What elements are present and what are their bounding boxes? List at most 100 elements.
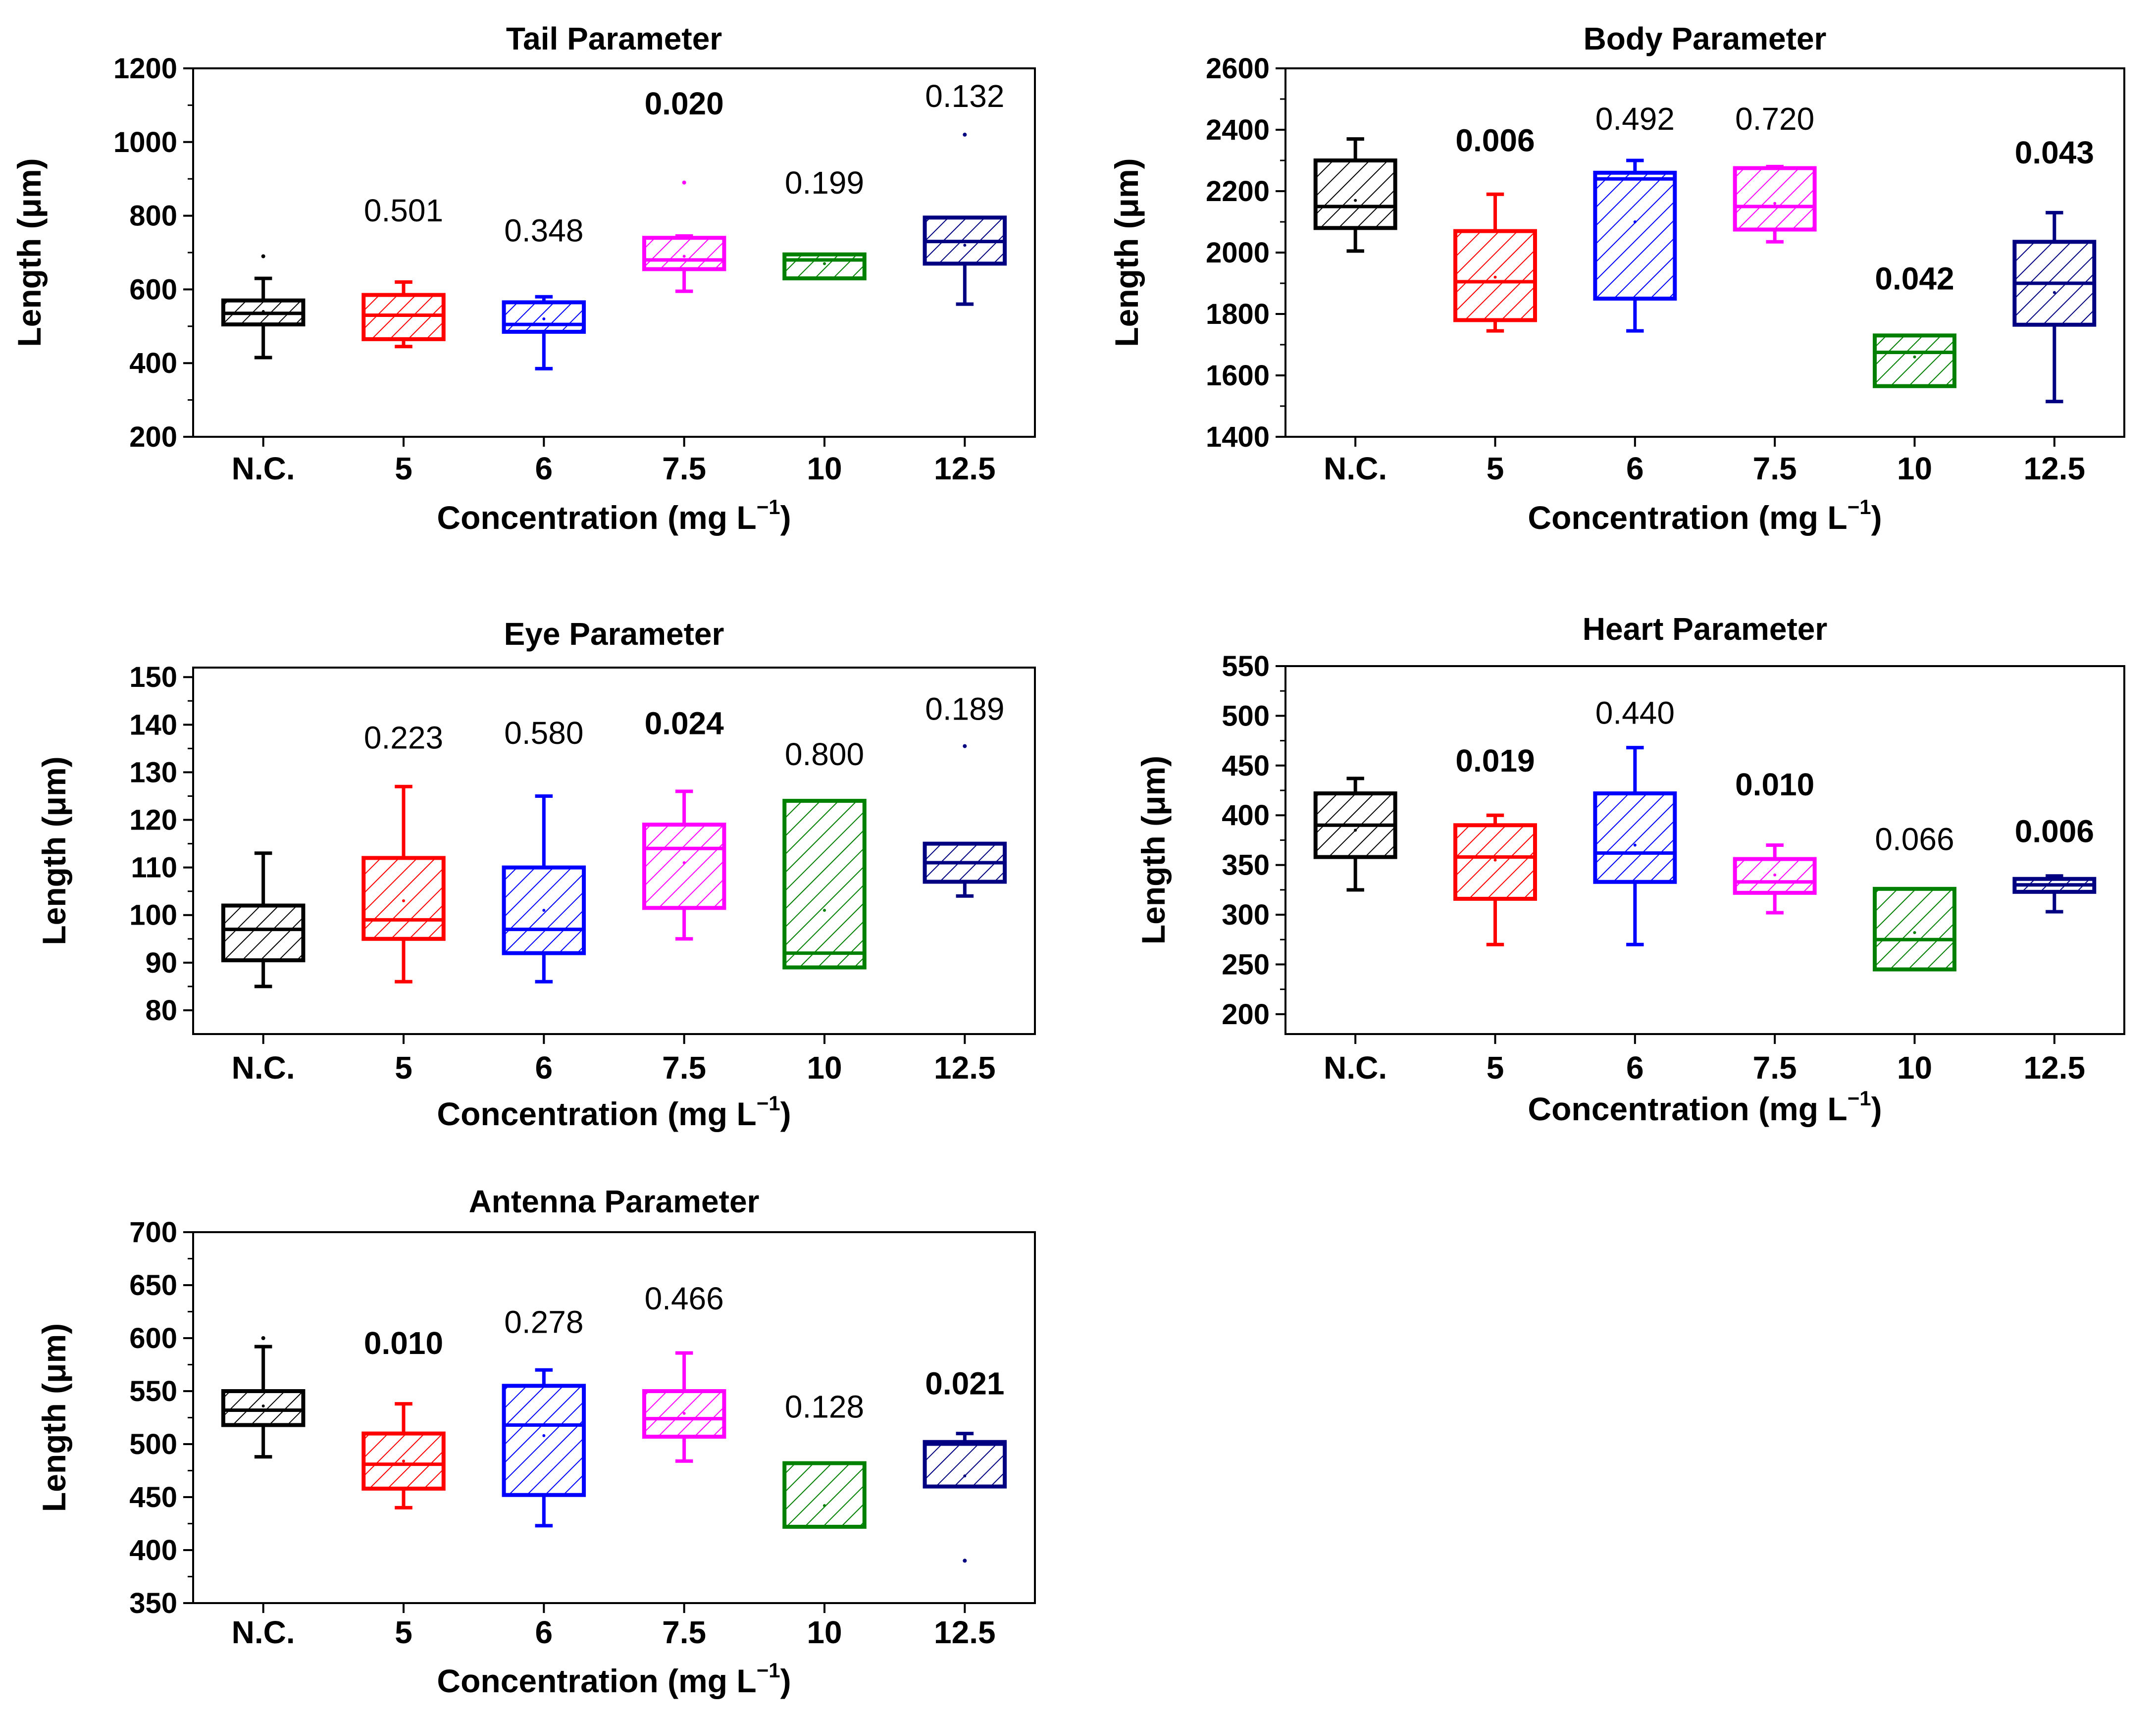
chart-body: Body Parameter 1400 1600 1800 2000 2200 2400 26… [1108, 21, 2125, 536]
box-antenna-3 [642, 1351, 726, 1463]
p-value-label: 0.720 [1735, 101, 1814, 137]
box-heart-2 [1593, 746, 1677, 946]
mean-marker [1633, 843, 1637, 847]
y-axis-label: Length (μm) [1135, 756, 1172, 944]
y-tick-label: 2200 [1206, 175, 1270, 208]
y-axis-label: Length (μm) [36, 1323, 72, 1512]
box-antenna-5 [923, 1432, 1007, 1563]
mean-marker [963, 861, 967, 865]
box-fill [924, 1442, 1005, 1487]
mean-marker [1773, 873, 1777, 877]
y-tick-label: 500 [129, 1428, 177, 1460]
y-tick-label: 200 [129, 421, 177, 453]
y-tick-label: 700 [129, 1216, 177, 1248]
mean-marker [682, 861, 686, 865]
y-tick-label: 600 [129, 1322, 177, 1354]
outlier-point [963, 132, 967, 137]
y-tick-label: 1000 [113, 126, 177, 158]
box-heart-1 [1453, 813, 1537, 946]
mean-marker [542, 317, 546, 320]
box-fill [223, 905, 304, 961]
y-axis-label: Length (μm) [1108, 158, 1145, 347]
y-tick-label: 300 [1222, 899, 1270, 931]
box-heart-3 [1733, 843, 1817, 915]
x-tick-label: N.C. [1324, 451, 1387, 486]
x-tick-label: 6 [535, 1050, 553, 1086]
x-tick-label: 6 [535, 1614, 553, 1650]
box-fill [504, 302, 584, 332]
p-value-label: 0.466 [645, 1281, 724, 1316]
box-outline [782, 799, 867, 970]
y-tick-label: 2400 [1206, 114, 1270, 146]
y-tick-label: 400 [129, 1534, 177, 1566]
y-tick-label: 130 [129, 756, 177, 788]
mean-marker [823, 1504, 826, 1508]
chart-antenna: Antenna Parameter 350 400 450 500 550 600 650 70… [36, 1184, 1036, 1699]
plot-frame [1284, 67, 2125, 438]
box-tail-5 [923, 132, 1007, 306]
box-outline [642, 823, 726, 910]
box-heart-5 [2012, 874, 2097, 914]
mean-marker [1493, 858, 1497, 862]
x-tick-label: 5 [395, 1614, 412, 1650]
p-value-label: 0.199 [785, 165, 864, 201]
x-tick-label: 12.5 [934, 1050, 996, 1086]
box-fill [1595, 172, 1675, 299]
box-body-2 [1593, 158, 1677, 333]
box-fill [504, 1386, 584, 1495]
box-outline [1873, 333, 1956, 388]
chart-title: Antenna Parameter [469, 1184, 760, 1219]
x-axis-label: Concentration (mg L−1) [437, 1092, 791, 1132]
plot-frame [192, 667, 1036, 1035]
box-fill [223, 1391, 304, 1425]
chart-title: Eye Parameter [504, 616, 724, 652]
x-axis-label-end: ) [1871, 499, 1882, 536]
box-fill [1735, 168, 1815, 230]
p-value-label: 0.010 [364, 1325, 443, 1361]
y-tick-label: 90 [145, 947, 177, 979]
p-value-label: 0.021 [925, 1365, 1004, 1401]
box-outline [502, 1384, 586, 1497]
y-tick-label: 250 [1222, 948, 1270, 981]
y-tick-label: 400 [129, 347, 177, 379]
outlier-point [261, 1336, 265, 1340]
box-outline [1733, 857, 1817, 895]
x-axis-label-superscript: −1 [757, 495, 780, 519]
box-heart-4 [1873, 886, 1956, 972]
outlier-point [963, 744, 967, 748]
box-tail-2 [502, 295, 586, 370]
y-tick-label: 600 [129, 273, 177, 306]
chart-heart: Heart Parameter 200 250 300 350 400 450 500 550 L… [1135, 611, 2125, 1127]
x-axis-label-text: Concentration (mg L [437, 1095, 756, 1132]
box-fill [1875, 888, 1954, 970]
box-outline [361, 856, 446, 941]
x-tick-label: 5 [1487, 1050, 1504, 1086]
box-fill [363, 295, 444, 339]
y-tick-label: 400 [1222, 799, 1270, 832]
box-outline [782, 252, 867, 281]
mean-marker [1773, 202, 1777, 205]
mean-marker [542, 909, 546, 912]
box-heart-0 [1313, 777, 1397, 892]
x-axis-label-text: Concentration (mg L [437, 499, 756, 536]
box-fill [644, 238, 724, 269]
x-tick-label: 12.5 [934, 1614, 996, 1650]
y-tick-label: 350 [1222, 849, 1270, 882]
x-axis-label: Concentration (mg L−1) [1528, 495, 1882, 536]
x-tick-label: 5 [395, 451, 412, 486]
box-tail-3 [642, 180, 726, 293]
outlier-point [682, 180, 686, 185]
mean-marker [261, 928, 265, 931]
chart-title: Heart Parameter [1583, 611, 1828, 647]
box-tail-0 [221, 254, 306, 360]
x-axis-label-end: ) [780, 1095, 791, 1132]
y-tick-label: 150 [129, 661, 177, 693]
box-outline [221, 1389, 306, 1427]
x-tick-label: 6 [1626, 1050, 1644, 1086]
plot-frame [192, 67, 1036, 438]
box-body-3 [1733, 164, 1817, 244]
x-tick-label: 6 [1626, 451, 1644, 486]
box-eye-0 [221, 851, 306, 988]
box-body-4 [1873, 333, 1956, 388]
